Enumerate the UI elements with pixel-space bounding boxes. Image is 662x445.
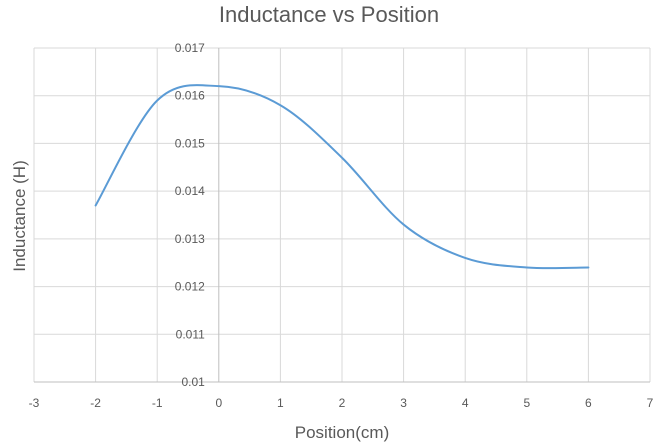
x-tick-label: 2 xyxy=(339,396,346,410)
x-tick-label: -1 xyxy=(152,396,163,410)
y-tick-labels: 0.01 0.011 0.012 0.013 0.014 0.015 0.016 0.017 xyxy=(175,41,205,389)
grid-lines xyxy=(33,47,651,382)
y-tick-label: 0.01 xyxy=(181,375,205,389)
x-tick-labels: -3 -2 -1 0 1 2 3 4 5 6 7 xyxy=(29,396,654,410)
x-tick-label: 7 xyxy=(647,396,654,410)
y-tick-label: 0.015 xyxy=(175,136,205,150)
chart-title: Inductance vs Position xyxy=(219,2,439,27)
x-tick-label: 0 xyxy=(215,396,222,410)
y-tick-label: 0.014 xyxy=(175,184,205,198)
y-tick-label: 0.013 xyxy=(175,232,205,246)
y-tick-label: 0.011 xyxy=(176,327,205,341)
y-tick-label: 0.012 xyxy=(175,280,205,294)
y-tick-label: 0.016 xyxy=(175,89,205,103)
x-tick-label: -3 xyxy=(29,396,40,410)
x-axis-title: Position(cm) xyxy=(295,423,389,442)
y-tick-label: 0.017 xyxy=(175,41,205,55)
x-tick-label: 5 xyxy=(523,396,530,410)
series-line xyxy=(94,84,590,270)
series-layer xyxy=(94,84,590,270)
x-tick-label: 6 xyxy=(585,396,592,410)
axes xyxy=(34,48,650,383)
y-axis-title: Inductance (H) xyxy=(10,160,29,272)
x-tick-label: 4 xyxy=(462,396,469,410)
x-tick-label: 1 xyxy=(277,396,284,410)
x-tick-label: 3 xyxy=(400,396,407,410)
x-tick-label: -2 xyxy=(90,396,101,410)
